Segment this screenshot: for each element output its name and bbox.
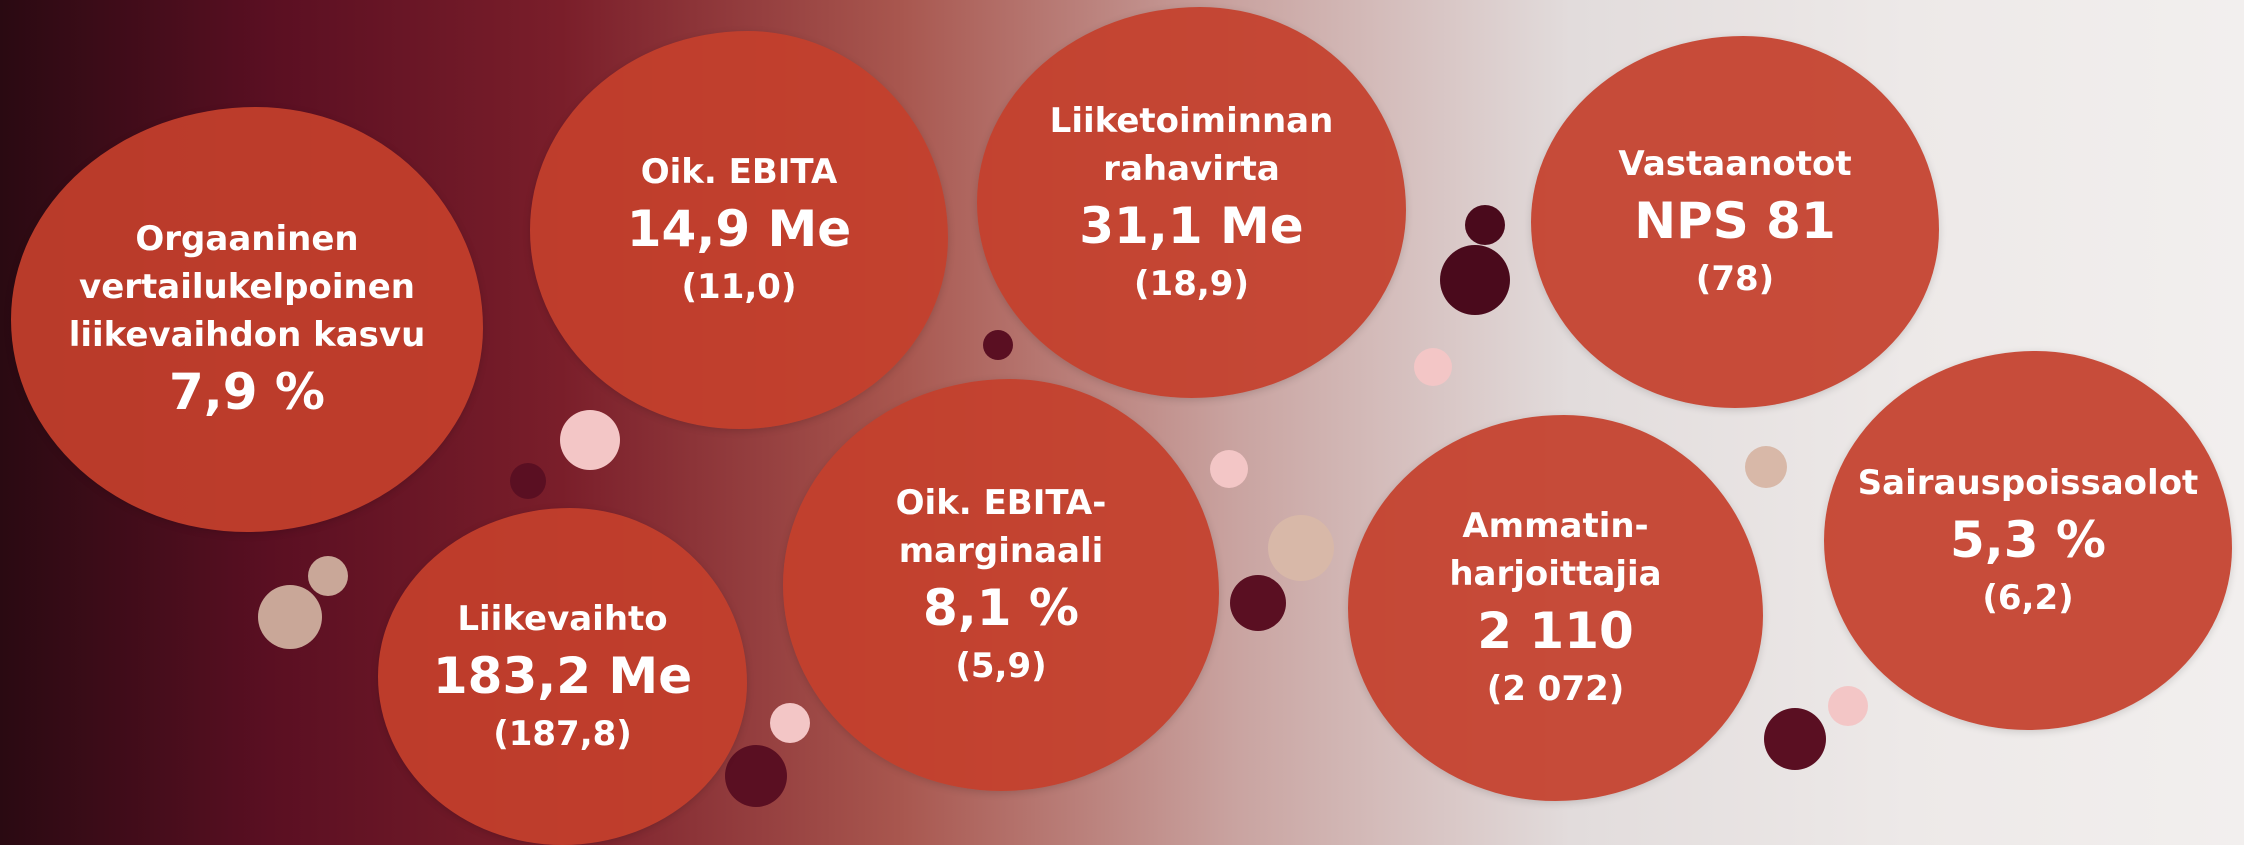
decor-dot xyxy=(725,745,787,807)
metric-label: vertailukelpoinen xyxy=(79,263,415,311)
metric-value: 7,9 % xyxy=(169,359,325,425)
decor-dot xyxy=(1210,450,1248,488)
metric-label: Oik. EBITA- xyxy=(896,479,1107,527)
metric-label: Liikevaihto xyxy=(457,595,667,643)
metric-label: liikevaihdon kasvu xyxy=(69,311,426,359)
decor-dot xyxy=(1268,515,1334,581)
metric-value: NPS 81 xyxy=(1634,188,1836,254)
metric-value: 5,3 % xyxy=(1950,507,2106,573)
metric-previous: (78) xyxy=(1696,254,1774,304)
decor-dot xyxy=(1828,686,1868,726)
metric-label: Vastaanotot xyxy=(1618,140,1851,188)
metric-label: harjoittajia xyxy=(1449,550,1661,598)
metric-value: 31,1 Me xyxy=(1079,193,1303,259)
metric-value: 183,2 Me xyxy=(433,643,692,709)
decor-dot xyxy=(983,330,1013,360)
metric-previous: (5,9) xyxy=(955,641,1046,691)
metric-label: Liiketoiminnan xyxy=(1050,97,1334,145)
metric-value: 8,1 % xyxy=(923,575,1079,641)
metric-label: Oik. EBITA xyxy=(641,148,838,196)
metric-value: 14,9 Me xyxy=(627,196,851,262)
decor-dot xyxy=(1465,205,1505,245)
decor-dot xyxy=(510,463,546,499)
metric-label: marginaali xyxy=(899,527,1104,575)
metric-label: Ammatin- xyxy=(1462,502,1648,550)
decor-dot xyxy=(1414,348,1452,386)
infographic: Orgaaninenvertailukelpoinenliikevaihdon … xyxy=(0,0,2244,845)
metric-previous: (6,2) xyxy=(1982,573,2073,623)
metric-previous: (11,0) xyxy=(682,262,797,312)
decor-dot xyxy=(770,703,810,743)
decor-dot xyxy=(308,556,348,596)
decor-dot xyxy=(258,585,322,649)
metric-label: Orgaaninen xyxy=(135,215,358,263)
decor-dot xyxy=(1745,446,1787,488)
decor-dot xyxy=(1440,245,1510,315)
decor-dot xyxy=(560,410,620,470)
decor-dot xyxy=(1764,708,1826,770)
metric-value: 2 110 xyxy=(1477,598,1634,664)
metric-previous: (2 072) xyxy=(1487,664,1625,714)
metric-previous: (18,9) xyxy=(1134,259,1249,309)
metric-label: rahavirta xyxy=(1103,145,1280,193)
metric-label: Sairauspoissaolot xyxy=(1858,459,2199,507)
metric-previous: (187,8) xyxy=(493,709,632,759)
decor-dot xyxy=(1230,575,1286,631)
